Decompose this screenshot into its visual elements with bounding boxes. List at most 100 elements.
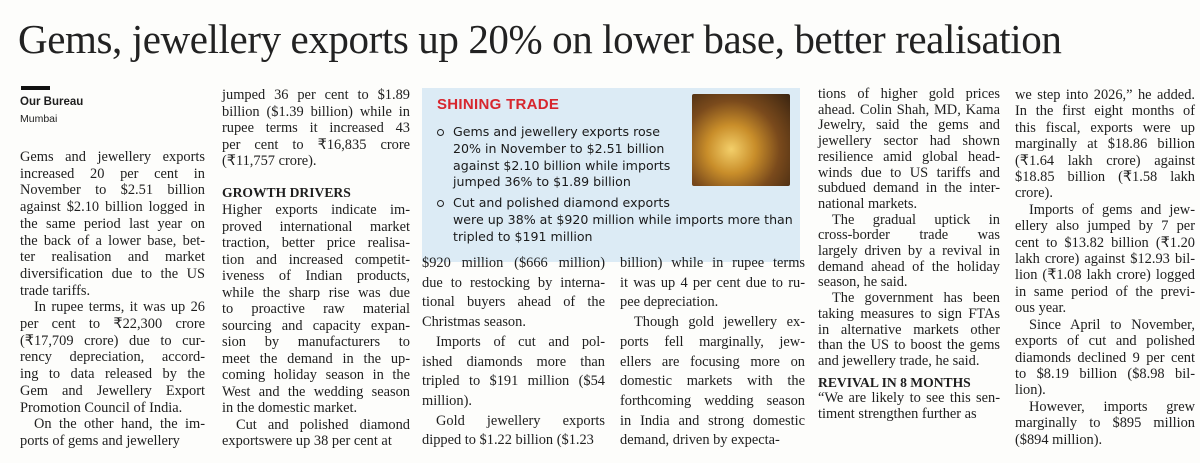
byline-place: Mumbai: [20, 113, 58, 125]
box-title: SHINING TRADE: [437, 96, 560, 113]
text-line: timent strengthen further as: [818, 406, 977, 423]
text-line: exports of cut and polished: [1015, 333, 1195, 350]
text-line: billion ($1.39 billion) while in: [222, 103, 410, 120]
bullet-line: 20% in November to $2.51 billion: [453, 140, 665, 156]
text-line: cross-border trade was: [818, 227, 1000, 244]
text-line: dipped to $1.22 billion ($1.23: [422, 432, 594, 449]
column: jumped 36 per cent to $1.89 billion ($1.3…: [222, 87, 410, 450]
text-line: we step into 2026,” he added.: [1015, 87, 1195, 103]
text-line: $920 million ($666 million): [422, 255, 605, 271]
byline-author: Our Bureau: [20, 96, 84, 108]
text-line: (₹11,757 crore).: [222, 153, 317, 169]
column: Gems and jewellery exports increased 20 p…: [20, 149, 205, 450]
text-line: in alternative markets other: [818, 321, 1000, 338]
paragraph: billion) while in rupee terms it was up 4…: [620, 254, 805, 313]
paragraph: we step into 2026,” he added. In the firs…: [1015, 87, 1195, 202]
text-line: tripled to $191 million ($54: [422, 373, 605, 390]
photo: [692, 94, 790, 186]
text-line: Promotion Council of India.: [20, 399, 183, 416]
text-line: iveness of Indian products,: [222, 268, 410, 284]
text-line: West and the wedding season: [222, 383, 410, 400]
text-line: pee depreciation.: [620, 294, 719, 311]
text-line: ahead. Colin Shah, MD, Kama: [818, 101, 1000, 118]
text-line: trade tariffs.: [20, 282, 91, 299]
text-line: demand ahead of the holiday: [818, 258, 1000, 275]
text-line: ellers are focusing more on: [620, 353, 805, 370]
text-line: resilience amid global head-: [818, 148, 1000, 165]
column: we step into 2026,” he added. In the firs…: [1015, 87, 1195, 448]
text-line: In rupee terms, it was up 26: [34, 299, 205, 316]
text-line: proved international market: [222, 218, 410, 235]
text-line: due to restocking by interna-: [422, 274, 605, 291]
text-line: sion by manufacturers to: [222, 334, 410, 350]
text-line: Gems and jewellery exports: [20, 149, 205, 165]
text-line: The gradual uptick in: [832, 211, 1000, 228]
text-line: diamonds declined 9 per cent: [1015, 349, 1195, 366]
text-line: the same period last year on: [20, 215, 205, 232]
text-line: Gem and Jewellery Export: [20, 382, 205, 399]
text-line: this fiscal, exports were up: [1015, 119, 1195, 136]
column: billion) while in rupee terms it was up 4…: [620, 254, 805, 451]
text-line: subdued demand in the inter-: [818, 180, 1000, 197]
text-line: coming holiday season in the: [222, 367, 410, 383]
text-line: in the domestic market.: [222, 400, 358, 416]
text-line: tions of higher gold prices: [818, 86, 1000, 102]
text-line: lakh crore) against $12.93 bil-: [1015, 251, 1195, 268]
bullet-line: against $2.10 billion while imports: [453, 157, 671, 173]
text-line: Higher exports indicate im-: [222, 202, 410, 218]
text-line: million).: [422, 392, 472, 409]
paragraph: Though gold jewellery ex-ports fell marg…: [620, 313, 805, 451]
text-line: largely driven by a revival in: [818, 243, 1000, 260]
bullet-line: Cut and polished diamond exports: [453, 195, 670, 211]
paragraph: Since April to November, exports of cut a…: [1015, 317, 1195, 399]
text-line: $18.85 billion (₹1.58 lakh: [1015, 169, 1195, 186]
text-line: the back of a lower base, bet-: [20, 232, 205, 249]
text-line: tion and increased competit-: [222, 251, 410, 268]
subheading: REVIVAL IN 8 MONTHS: [818, 374, 971, 390]
text-line: crore).: [1015, 185, 1053, 202]
paragraph: Imports of gems and jew-ellery also jump…: [1015, 202, 1195, 317]
text-line: November to $2.51 billion: [20, 182, 205, 199]
bullet-item: Gems and jewellery exports rose 20% in No…: [436, 124, 793, 191]
paragraph: Imports of cut and pol-ished diamonds mo…: [422, 333, 605, 412]
text-line: jewellery sector had shown: [818, 133, 1000, 150]
text-line: Cut and polished diamond: [236, 416, 410, 433]
text-line: season, he said.: [818, 274, 908, 291]
text-line: In the first eight months of: [1015, 103, 1195, 120]
text-line: it was up 4 per cent due to ru-: [620, 274, 805, 291]
text-line: to $8.19 billion ($8.98 bil-: [1015, 365, 1195, 382]
text-line: Jewelry, said the gems and: [818, 117, 1000, 134]
text-line: diversification due to the US: [20, 265, 205, 282]
text-line: rency depreciation, accord-: [20, 349, 205, 366]
text-line: traction, better price realisa-: [222, 235, 410, 251]
text-line: (₹1.64 lakh crore) against: [1015, 152, 1195, 169]
text-line: ellery also jumped by 7 per: [1015, 218, 1195, 235]
text-line: in same period of the previ-: [1015, 283, 1195, 300]
text-line: lion (₹1.08 lakh crore) logged: [1015, 267, 1195, 284]
text-line: per cent to ₹16,835 crore: [222, 136, 410, 153]
paragraph: tions of higher gold prices ahead. Colin …: [818, 86, 1000, 213]
text-line: Imports of cut and pol-: [436, 333, 605, 350]
text-line: domestic markets with the: [620, 373, 805, 390]
bullet-line: tripled to $191 million: [453, 228, 593, 244]
text-line: tional buyers ahead of the: [422, 294, 605, 311]
text-line: than the US to boost the gems: [818, 337, 1000, 354]
text-line: forthcoming wedding season: [620, 392, 805, 409]
paragraph: Gold jewellery exports dipped to $1.22 bi…: [422, 412, 605, 451]
text-line: ports fell marginally, jew-: [620, 333, 805, 350]
text-line: and jewellery trade, he said.: [818, 352, 980, 369]
text-line: demand, driven by expecta-: [620, 432, 780, 449]
text-line: meet the demand in the up-: [222, 350, 410, 367]
paragraph: $920 million ($666 million) due to restoc…: [422, 254, 605, 333]
text-line: ($894 million).: [1015, 431, 1103, 448]
column: tions of higher gold prices ahead. Colin …: [818, 86, 1000, 423]
text-line: billion) while in rupee terms: [620, 255, 805, 271]
text-line: On the other hand, the im-: [34, 416, 205, 433]
text-line: Christmas season.: [422, 314, 526, 331]
bullet-list: Gems and jewellery exports rose 20% in No…: [436, 124, 793, 250]
text-line: jumped 36 per cent to $1.89: [222, 87, 410, 103]
headline: Gems, jewellery exports up 20% on lower …: [18, 16, 1062, 62]
column: $920 million ($666 million) due to restoc…: [422, 254, 605, 451]
text-line: ished diamonds more than: [422, 353, 605, 370]
